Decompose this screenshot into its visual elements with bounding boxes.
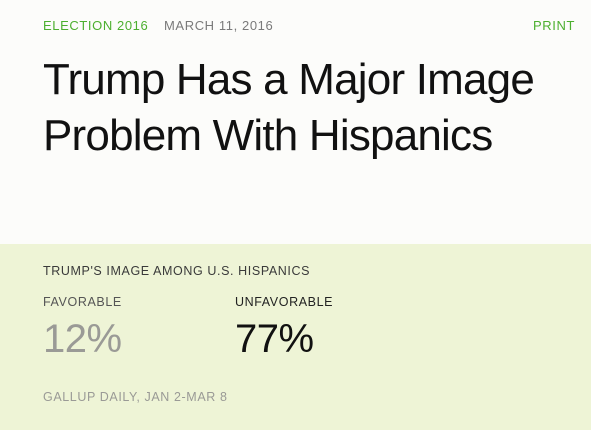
panel-title: TRUMP'S IMAGE AMONG U.S. HISPANICS	[43, 264, 311, 278]
publish-date: MARCH 11, 2016	[164, 18, 274, 33]
print-link[interactable]: PRINT	[533, 18, 575, 33]
unfavorable-value: 77%	[235, 317, 314, 361]
favorable-stat: FAVORABLE 12%	[43, 294, 122, 361]
favorable-value: 12%	[43, 317, 122, 361]
data-source: GALLUP DAILY, JAN 2-MAR 8	[43, 390, 228, 404]
stat-panel: TRUMP'S IMAGE AMONG U.S. HISPANICS FAVOR…	[0, 244, 591, 430]
article-headline: Trump Has a Major Image Problem With His…	[43, 55, 535, 160]
unfavorable-stat: UNFAVORABLE 77%	[235, 294, 333, 361]
category-tag[interactable]: ELECTION 2016	[43, 18, 149, 33]
article-meta-bar: ELECTION 2016 MARCH 11, 2016 PRINT	[43, 18, 575, 34]
unfavorable-label: UNFAVORABLE	[235, 295, 334, 309]
favorable-label: FAVORABLE	[43, 295, 122, 309]
